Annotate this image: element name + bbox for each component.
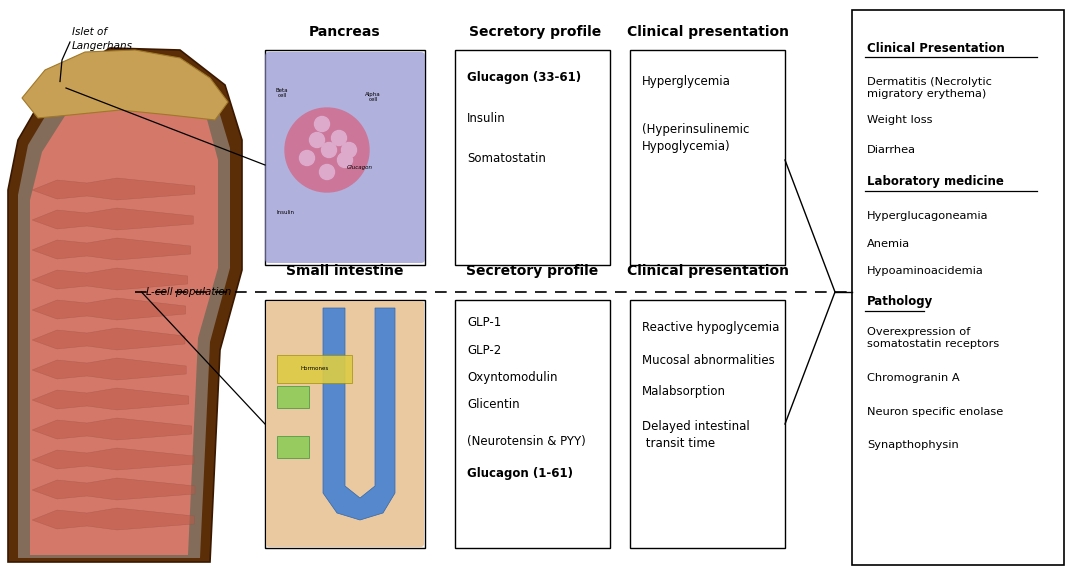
FancyBboxPatch shape [455,50,610,265]
Polygon shape [32,478,195,500]
Text: (Hyperinsulinemic
Hypoglycemia): (Hyperinsulinemic Hypoglycemia) [642,123,749,153]
Circle shape [320,165,335,180]
FancyBboxPatch shape [630,300,785,548]
FancyBboxPatch shape [277,355,352,383]
FancyBboxPatch shape [265,52,425,263]
Text: Secretory profile: Secretory profile [466,264,599,278]
Circle shape [314,116,329,132]
Text: Clinical Presentation: Clinical Presentation [867,42,1005,55]
Polygon shape [32,508,195,530]
Circle shape [341,142,356,157]
Text: (Neurotensin & PYY): (Neurotensin & PYY) [467,435,586,449]
FancyBboxPatch shape [265,300,425,548]
Polygon shape [32,358,186,380]
Polygon shape [32,328,185,350]
Polygon shape [7,48,242,562]
Polygon shape [32,298,186,320]
Polygon shape [32,268,188,290]
Text: Islet of: Islet of [72,27,107,37]
Circle shape [322,142,337,157]
Text: Common features: Common features [885,25,1024,39]
Text: Somatostatin: Somatostatin [467,152,546,165]
Text: Langerhans: Langerhans [72,41,133,51]
Text: Glucagon: Glucagon [347,165,373,169]
Polygon shape [18,65,230,558]
Circle shape [299,150,314,165]
Text: Weight loss: Weight loss [867,115,932,125]
Polygon shape [32,208,193,230]
Text: Reactive hypoglycemia: Reactive hypoglycemia [642,321,779,335]
Text: Hyperglucagoneamia: Hyperglucagoneamia [867,211,989,221]
Text: Glicentin: Glicentin [467,397,520,410]
Text: Oxyntomodulin: Oxyntomodulin [467,370,558,384]
Text: L-cell population: L-cell population [146,287,231,297]
Text: Synapthophysin: Synapthophysin [867,440,959,450]
Text: Delayed intestinal
 transit time: Delayed intestinal transit time [642,420,749,450]
Circle shape [285,108,369,192]
Text: Secretory profile: Secretory profile [469,25,601,39]
Text: Clinical presentation: Clinical presentation [628,264,789,278]
Text: Insulin: Insulin [276,210,294,215]
Circle shape [310,132,325,148]
Polygon shape [323,308,396,520]
Text: Pathology: Pathology [867,295,933,308]
FancyBboxPatch shape [265,50,425,265]
Text: GLP-2: GLP-2 [467,344,501,356]
Text: GLP-1: GLP-1 [467,316,501,328]
Circle shape [331,131,346,145]
Polygon shape [32,448,195,470]
Text: Small intestine: Small intestine [286,264,404,278]
FancyBboxPatch shape [277,386,309,408]
FancyBboxPatch shape [266,301,424,547]
Text: Alpha
cell: Alpha cell [366,92,381,103]
FancyBboxPatch shape [277,436,309,458]
Text: Pancreas: Pancreas [309,25,381,39]
Text: Hyperglycemia: Hyperglycemia [642,75,731,88]
Text: Glucagon (33-61): Glucagon (33-61) [467,71,582,84]
Text: Neuron specific enolase: Neuron specific enolase [867,407,1003,417]
Polygon shape [22,50,228,120]
Text: Glucagon (1-61): Glucagon (1-61) [467,467,573,481]
Text: Malabsorption: Malabsorption [642,385,726,398]
Text: Beta
cell: Beta cell [276,88,289,99]
Polygon shape [30,82,218,555]
Text: Hormones: Hormones [300,367,328,372]
Polygon shape [32,388,189,410]
Text: Chromogranin A: Chromogranin A [867,373,960,383]
Text: Hypoaminoacidemia: Hypoaminoacidemia [867,266,983,276]
Text: Dermatitis (Necrolytic
migratory erythema): Dermatitis (Necrolytic migratory erythem… [867,76,992,99]
Text: Anemia: Anemia [867,239,910,249]
Text: Mucosal abnormalities: Mucosal abnormalities [642,353,775,367]
FancyBboxPatch shape [852,10,1064,565]
Polygon shape [32,418,191,440]
Circle shape [338,153,353,168]
Polygon shape [32,238,190,260]
Text: Insulin: Insulin [467,112,506,124]
Text: Overexpression of
somatostatin receptors: Overexpression of somatostatin receptors [867,327,1000,349]
FancyBboxPatch shape [455,300,610,548]
Text: Clinical presentation: Clinical presentation [628,25,789,39]
FancyBboxPatch shape [630,50,785,265]
Polygon shape [32,178,195,200]
Text: Laboratory medicine: Laboratory medicine [867,176,1004,189]
Text: Diarrhea: Diarrhea [867,145,916,155]
